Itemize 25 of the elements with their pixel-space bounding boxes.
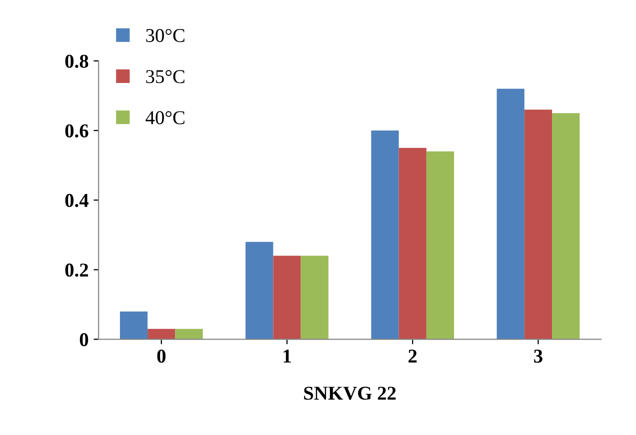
x-tick-label: 1 [284,350,291,363]
x-tick-label: 0 [157,350,166,363]
bar [273,256,301,340]
bar [524,110,552,340]
bar [175,328,203,340]
bar [371,130,399,340]
bar [148,328,176,340]
y-tick-label: 0.2 [65,264,88,277]
bar [300,256,328,340]
bar [426,151,454,340]
bar [120,311,148,340]
y-tick-label: 0.6 [65,124,88,138]
bar [552,113,580,340]
y-tick-label: 0.4 [65,194,88,208]
bar [246,242,274,340]
legend-label: 40°C [146,111,184,124]
legend-label: 35°C [146,70,184,84]
x-tick-label: 3 [534,350,542,363]
legend-label: 30°C [146,28,184,42]
bar [398,148,426,340]
x-tick-label: 2 [408,350,417,363]
y-tick-label: 0.8 [65,54,88,68]
x-axis-title: SNKVG 22 [304,386,396,400]
y-tick-label: 0 [80,333,88,346]
bar [496,88,524,340]
